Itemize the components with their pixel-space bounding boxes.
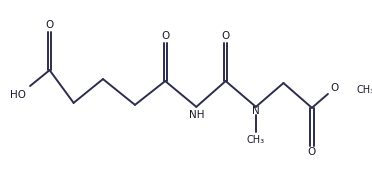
Text: HO: HO — [10, 90, 26, 100]
Text: NH: NH — [189, 110, 204, 120]
Text: CH₃: CH₃ — [247, 135, 265, 145]
Text: O: O — [161, 31, 169, 41]
Text: N: N — [252, 106, 260, 116]
Text: O: O — [45, 20, 54, 30]
Text: O: O — [222, 31, 230, 41]
Text: CH₃: CH₃ — [356, 85, 372, 95]
Text: O: O — [308, 147, 316, 158]
Text: O: O — [330, 83, 338, 93]
